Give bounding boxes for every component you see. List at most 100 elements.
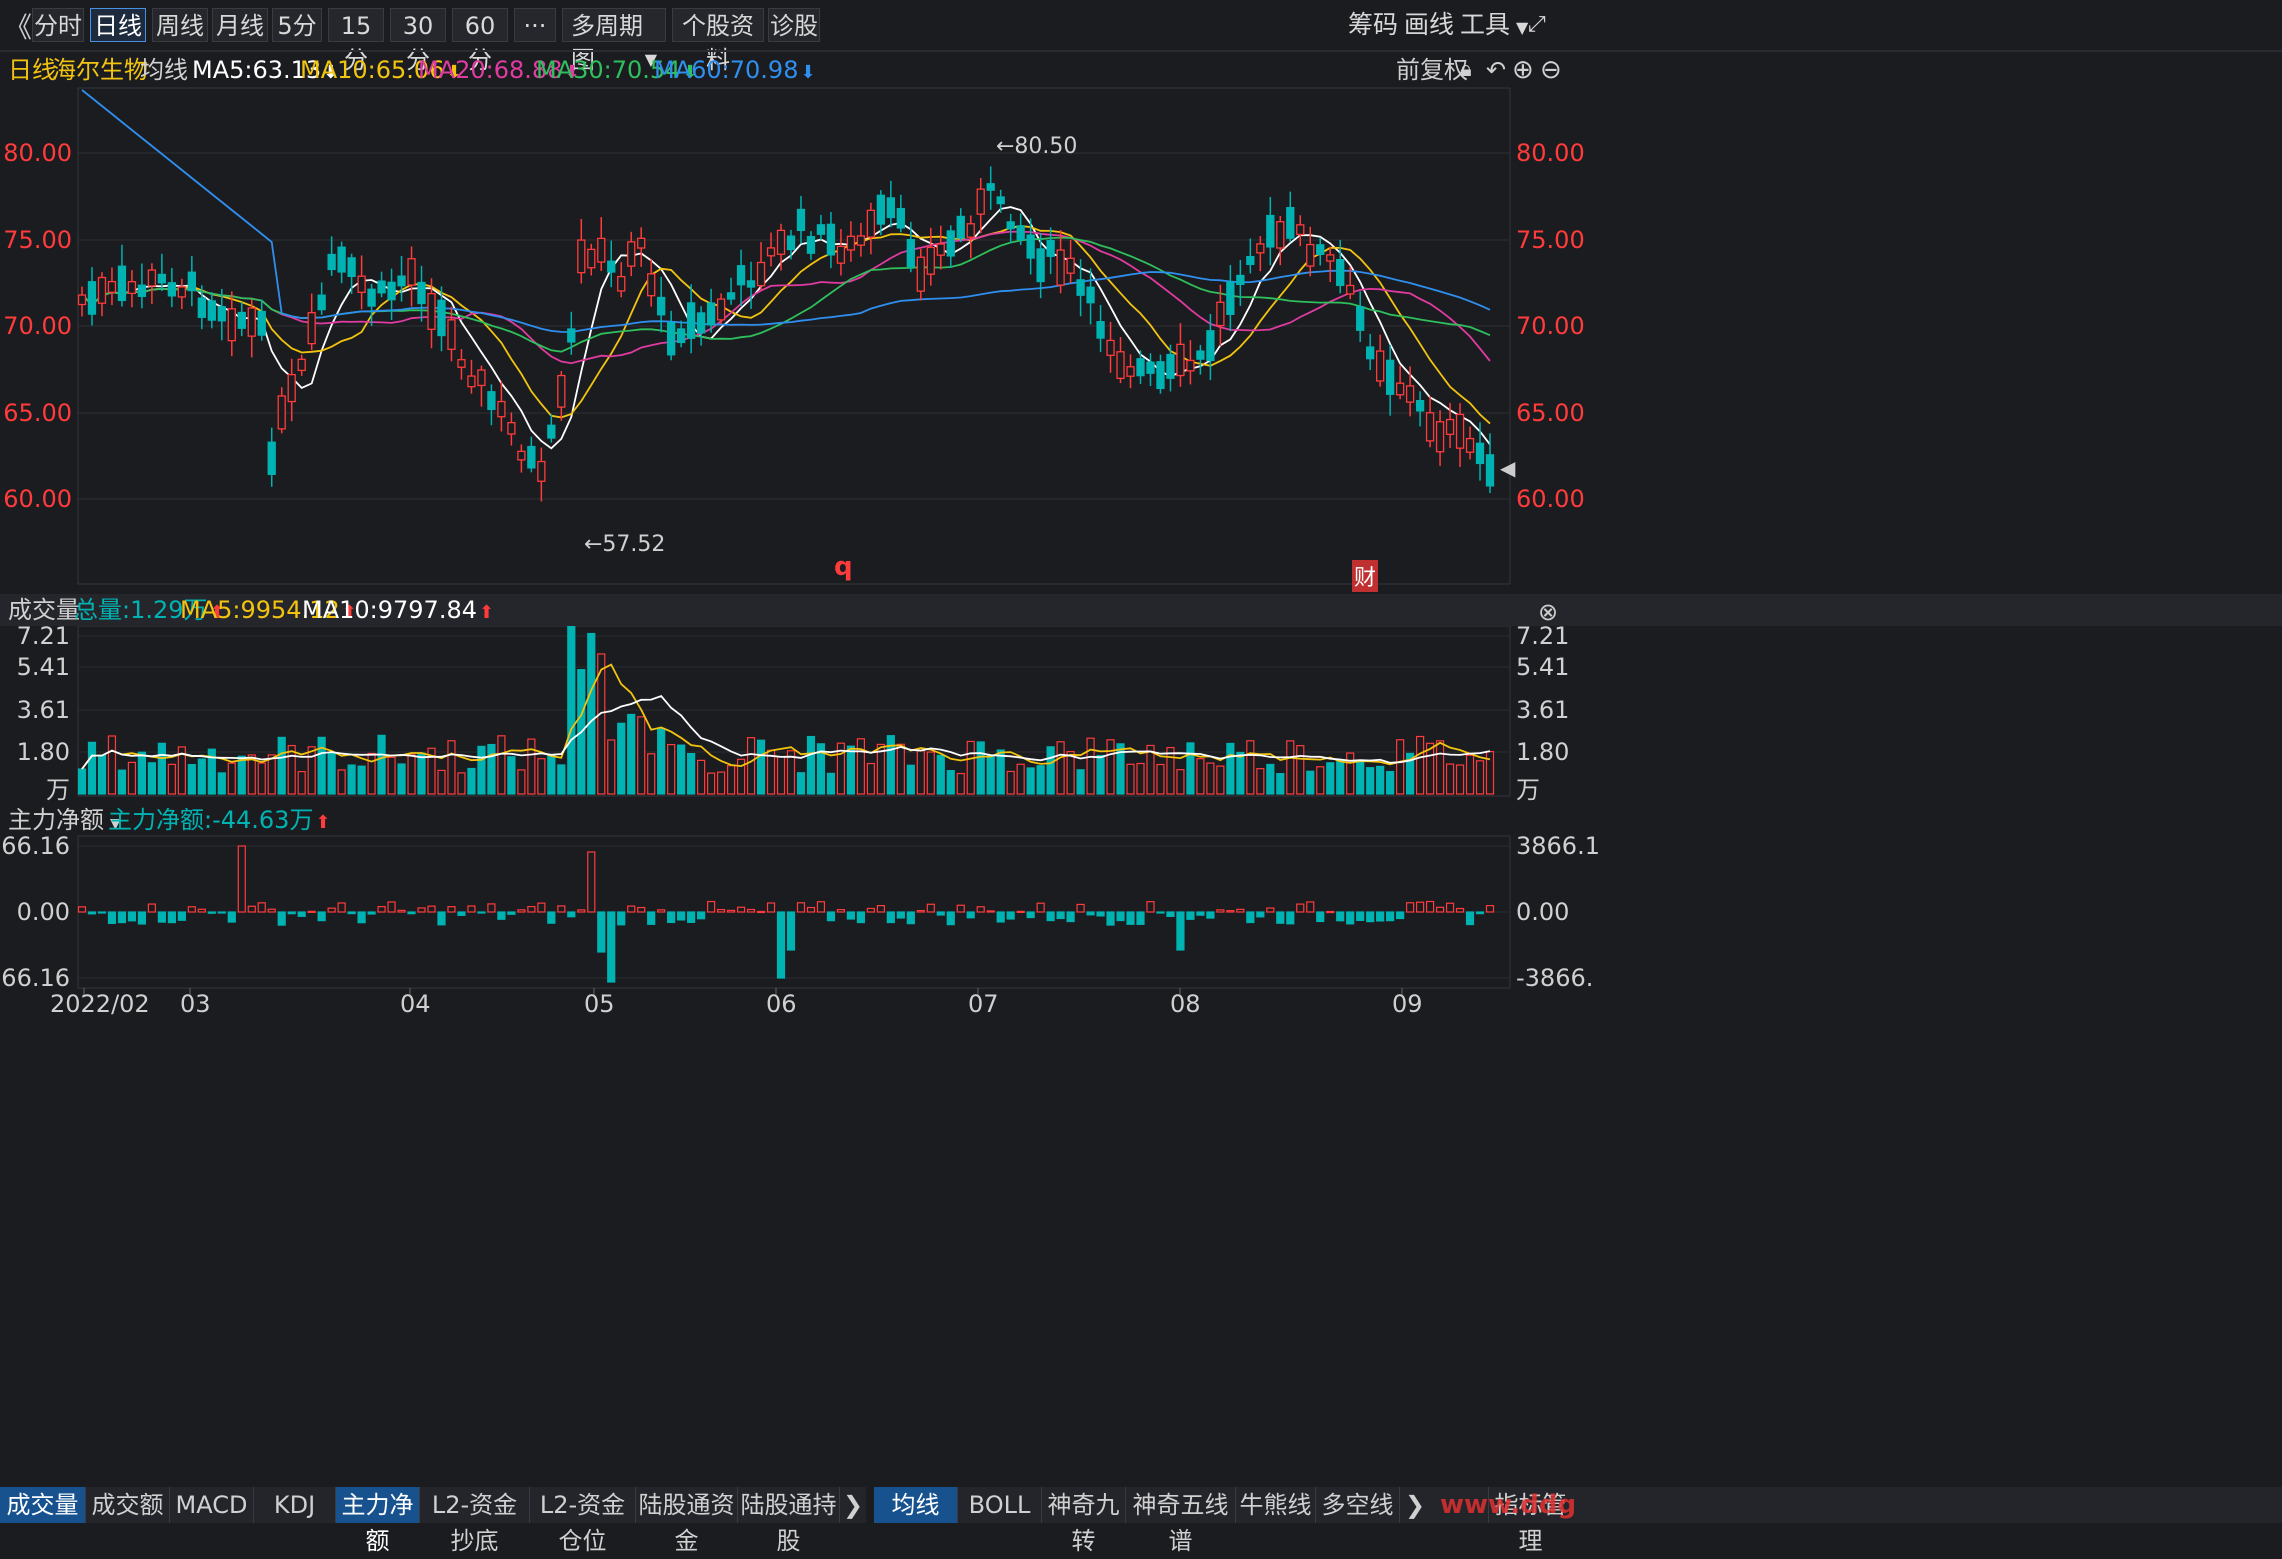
candle-body <box>127 281 137 295</box>
draw-line-button[interactable]: 画线 <box>1404 10 1455 39</box>
candle-body <box>1366 346 1375 360</box>
candle-body <box>317 294 326 311</box>
zoom-out-icon[interactable]: ⊖ <box>1540 55 1562 85</box>
tab-main-flow[interactable]: 主力净额 <box>336 1487 420 1555</box>
diagnose-button[interactable]: 诊股 <box>768 8 820 42</box>
volume-bar <box>836 742 846 795</box>
volume-bar <box>1126 763 1135 795</box>
tab-magic-five[interactable]: 神奇五线谱 <box>1126 1487 1236 1555</box>
flow-bar <box>347 911 356 915</box>
volume-bar <box>1036 765 1045 795</box>
flow-tick-left: -3866.16 <box>0 964 70 992</box>
candle-body <box>1445 418 1455 435</box>
volume-bar <box>1176 769 1185 795</box>
flow-bar <box>267 908 276 913</box>
flow-bar <box>1026 911 1035 919</box>
candle-body <box>1056 249 1065 286</box>
finance-marker[interactable]: 财 <box>1352 560 1379 592</box>
ma-label[interactable]: 均线 <box>140 56 188 84</box>
flow-bar <box>866 907 875 913</box>
volume-bar <box>1196 758 1205 795</box>
volume-bar <box>107 735 117 795</box>
chevron-right-icon[interactable]: ❯ <box>1404 1491 1426 1519</box>
candle-body <box>806 235 816 254</box>
lock-icon[interactable]: 🔒︎ <box>1460 57 1472 82</box>
flow-bar <box>1136 911 1145 925</box>
flow-bar <box>1366 911 1375 923</box>
flow-tick-right: -3866. <box>1516 964 1594 992</box>
double-chevron-left-icon[interactable]: 《 <box>4 11 33 44</box>
tab-long-short[interactable]: 多空线 <box>1316 1487 1400 1523</box>
close-icon[interactable]: ⊗ <box>1538 598 1559 626</box>
flow-bar <box>936 911 945 916</box>
undo-icon[interactable]: ↶ <box>1486 56 1507 84</box>
tab-boll[interactable]: BOLL <box>958 1487 1042 1523</box>
candle-body <box>1475 442 1485 465</box>
kline-chart[interactable] <box>0 0 2282 1523</box>
chips-button[interactable]: 筹码 <box>1348 10 1399 39</box>
stock-profile-button[interactable]: 个股资料 <box>672 8 764 74</box>
tab-hk-connect-flow[interactable]: 陆股通资金 <box>636 1487 738 1555</box>
candle-body <box>577 239 586 274</box>
candle-body <box>467 375 476 388</box>
volume-bar <box>926 751 935 795</box>
candle-body <box>1216 301 1225 327</box>
candle-body <box>676 328 686 344</box>
adjust-mode[interactable]: 前复权 <box>1396 56 1468 84</box>
flow-bar <box>836 909 846 913</box>
flow-bar <box>1226 910 1235 913</box>
tab-bull-bear[interactable]: 牛熊线 <box>1236 1487 1316 1523</box>
candle-body <box>746 280 756 288</box>
flow-bar <box>886 911 895 924</box>
candle-body <box>1356 306 1365 331</box>
candle-body <box>766 247 776 257</box>
volume-bar <box>307 746 316 795</box>
volume-bar <box>1186 742 1195 795</box>
event-marker[interactable]: q <box>834 552 853 582</box>
chevron-right-icon[interactable]: ❯ <box>842 1491 864 1519</box>
volume-ma10-line <box>81 694 1491 770</box>
volume-bar <box>916 750 925 795</box>
tab-5min[interactable]: 5分 <box>272 8 322 42</box>
candle-body <box>517 450 526 461</box>
volume-bar <box>1026 767 1035 795</box>
tab-magic-nine[interactable]: 神奇九转 <box>1042 1487 1126 1555</box>
date-label: 09 <box>1392 990 1423 1018</box>
tab-macd[interactable]: MACD <box>170 1487 254 1523</box>
expand-icon[interactable]: ⤢ <box>1528 12 1546 37</box>
candle-body <box>1206 330 1215 362</box>
tab-l2-bottom[interactable]: L2-资金抄底 <box>420 1487 530 1555</box>
tab-l2-position[interactable]: L2-资金仓位 <box>530 1487 636 1555</box>
tab-monthly[interactable]: 月线 <box>212 8 268 42</box>
flow-bar <box>996 911 1005 923</box>
volume-bar <box>687 753 696 795</box>
candle-body <box>776 229 786 255</box>
tab-intraday[interactable]: 分时 <box>32 8 84 42</box>
date-label: 07 <box>968 990 999 1018</box>
tab-daily[interactable]: 日线 <box>90 8 146 42</box>
more-button[interactable]: ··· <box>514 8 556 42</box>
flow-tick-left: 0.00 <box>16 898 70 926</box>
volume-bar <box>327 752 336 795</box>
flow-bar <box>77 906 87 913</box>
tab-hk-connect-hold[interactable]: 陆股通持股 <box>738 1487 840 1555</box>
candle-body <box>537 460 546 482</box>
tab-turnover[interactable]: 成交额 <box>86 1487 170 1523</box>
tab-volume[interactable]: 成交量 <box>0 1487 86 1523</box>
candle-body <box>607 260 616 273</box>
tab-weekly[interactable]: 周线 <box>152 8 208 42</box>
volume-bar <box>417 752 426 795</box>
flow-bar <box>637 906 646 913</box>
flow-bar <box>497 911 506 920</box>
flow-bar <box>1256 911 1265 918</box>
flow-indicator-dropdown[interactable]: 主力净额 ▼ <box>8 802 121 838</box>
candle-body <box>1186 359 1195 372</box>
flow-bar <box>1465 911 1475 926</box>
date-label: 06 <box>766 990 797 1018</box>
tools-menu[interactable]: 工具 ▼ <box>1460 8 1528 42</box>
zoom-in-icon[interactable]: ⊕ <box>1512 55 1534 85</box>
volume-bar <box>1425 742 1435 795</box>
tab-ma[interactable]: 均线 <box>874 1487 958 1523</box>
flow-bar <box>1356 911 1365 921</box>
tab-kdj[interactable]: KDJ <box>254 1487 336 1523</box>
